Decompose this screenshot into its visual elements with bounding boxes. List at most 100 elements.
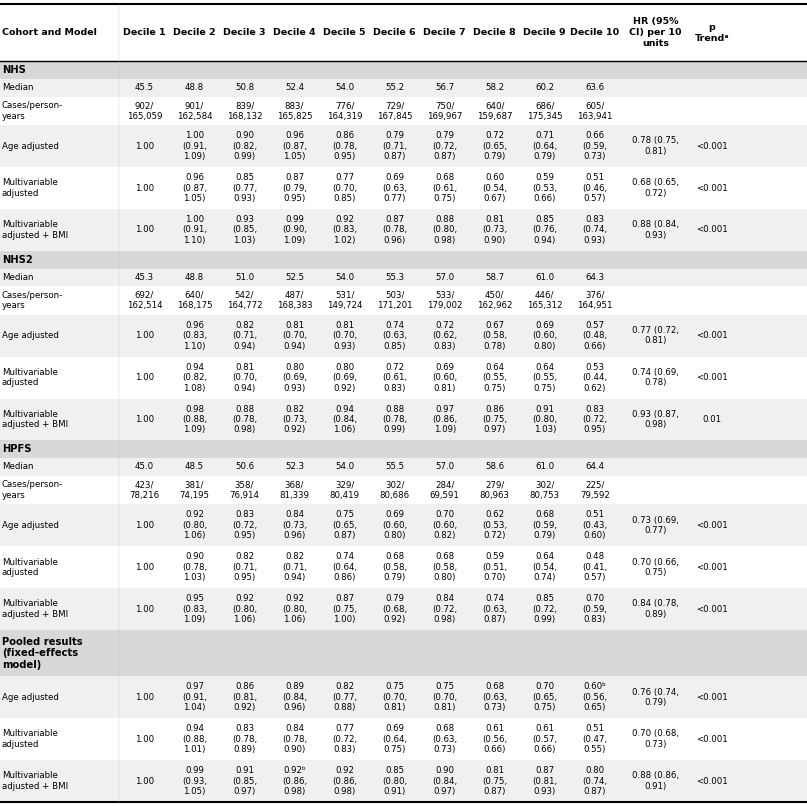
- Text: Decile 1: Decile 1: [123, 28, 165, 37]
- Text: 1.00
(0.91,
1.09): 1.00 (0.91, 1.09): [182, 131, 207, 161]
- Text: 58.6: 58.6: [485, 463, 504, 472]
- Text: 640/
159,687: 640/ 159,687: [477, 102, 512, 121]
- Text: 640/
168,175: 640/ 168,175: [177, 291, 212, 310]
- Text: 423/
78,216: 423/ 78,216: [129, 480, 160, 500]
- Text: 686/
175,345: 686/ 175,345: [527, 102, 562, 121]
- Text: 0.51
(0.46,
0.57): 0.51 (0.46, 0.57): [582, 173, 608, 203]
- Text: Multivariable
adjusted + BMI: Multivariable adjusted + BMI: [2, 220, 68, 239]
- Text: 0.79
(0.68,
0.92): 0.79 (0.68, 0.92): [382, 594, 408, 624]
- Text: 329/
80,419: 329/ 80,419: [329, 480, 360, 500]
- Text: 0.85
(0.76,
0.94): 0.85 (0.76, 0.94): [532, 215, 558, 245]
- Text: 883/
165,825: 883/ 165,825: [277, 102, 312, 121]
- Text: 0.82
(0.73,
0.92): 0.82 (0.73, 0.92): [282, 405, 307, 434]
- Text: 839/
168,132: 839/ 168,132: [227, 102, 262, 121]
- Text: 1.00: 1.00: [135, 563, 154, 571]
- Text: 0.75
(0.65,
0.87): 0.75 (0.65, 0.87): [332, 510, 358, 540]
- Text: 0.82
(0.71,
0.94): 0.82 (0.71, 0.94): [232, 321, 257, 351]
- Text: 0.80
(0.69,
0.93): 0.80 (0.69, 0.93): [282, 363, 307, 393]
- Text: 0.61
(0.56,
0.66): 0.61 (0.56, 0.66): [482, 725, 508, 754]
- Text: 0.90
(0.82,
0.99): 0.90 (0.82, 0.99): [232, 131, 257, 161]
- Text: 0.92
(0.86,
0.98): 0.92 (0.86, 0.98): [332, 767, 358, 796]
- Text: <0.001: <0.001: [696, 226, 728, 235]
- Text: 0.85
(0.77,
0.93): 0.85 (0.77, 0.93): [232, 173, 257, 203]
- Text: 0.93
(0.85,
1.03): 0.93 (0.85, 1.03): [232, 215, 257, 245]
- Text: 0.97
(0.86,
1.09): 0.97 (0.86, 1.09): [432, 405, 458, 434]
- Text: 901/
162,584: 901/ 162,584: [177, 102, 212, 121]
- Text: 0.92
(0.80,
1.06): 0.92 (0.80, 1.06): [182, 510, 207, 540]
- Text: 0.88
(0.80,
0.98): 0.88 (0.80, 0.98): [432, 215, 458, 245]
- Text: 0.96
(0.83,
1.10): 0.96 (0.83, 1.10): [182, 321, 207, 351]
- Text: 50.6: 50.6: [235, 463, 254, 472]
- Text: <0.001: <0.001: [696, 563, 728, 571]
- Text: 64.4: 64.4: [585, 463, 604, 472]
- Text: 531/
149,724: 531/ 149,724: [327, 291, 362, 310]
- Bar: [0, 357, 807, 399]
- Text: 302/
80,753: 302/ 80,753: [529, 480, 560, 500]
- Text: 0.99
(0.90,
1.09): 0.99 (0.90, 1.09): [282, 215, 307, 245]
- Text: 0.70 (0.66,
0.75): 0.70 (0.66, 0.75): [632, 558, 679, 577]
- Text: 0.70
(0.59,
0.83): 0.70 (0.59, 0.83): [583, 594, 607, 624]
- Text: 0.85
(0.80,
0.91): 0.85 (0.80, 0.91): [382, 767, 408, 796]
- Text: 0.99
(0.93,
1.05): 0.99 (0.93, 1.05): [182, 767, 207, 796]
- Text: 57.0: 57.0: [435, 463, 454, 472]
- Bar: [0, 268, 807, 286]
- Text: 58.2: 58.2: [485, 83, 504, 92]
- Text: 0.70
(0.60,
0.82): 0.70 (0.60, 0.82): [432, 510, 458, 540]
- Text: 0.59
(0.53,
0.66): 0.59 (0.53, 0.66): [532, 173, 558, 203]
- Text: 0.79
(0.72,
0.87): 0.79 (0.72, 0.87): [432, 131, 458, 161]
- Text: HPFS: HPFS: [2, 444, 31, 455]
- Text: 1.00: 1.00: [135, 735, 154, 744]
- Text: Decile 6: Decile 6: [374, 28, 416, 37]
- Text: Decile 4: Decile 4: [274, 28, 316, 37]
- Text: 0.94
(0.88,
1.01): 0.94 (0.88, 1.01): [182, 725, 207, 754]
- Text: 0.78 (0.75,
0.81): 0.78 (0.75, 0.81): [632, 136, 679, 156]
- Text: 0.92
(0.83,
1.02): 0.92 (0.83, 1.02): [332, 215, 358, 245]
- Text: 0.92ᵇ
(0.86,
0.98): 0.92ᵇ (0.86, 0.98): [282, 767, 307, 796]
- Text: 0.53
(0.44,
0.62): 0.53 (0.44, 0.62): [582, 363, 608, 393]
- Text: 0.81
(0.75,
0.87): 0.81 (0.75, 0.87): [482, 767, 508, 796]
- Text: 358/
76,914: 358/ 76,914: [229, 480, 260, 500]
- Text: 0.64
(0.55,
0.75): 0.64 (0.55, 0.75): [482, 363, 508, 393]
- Text: 0.83
(0.78,
0.89): 0.83 (0.78, 0.89): [232, 725, 257, 754]
- Text: 0.68
(0.63,
0.73): 0.68 (0.63, 0.73): [482, 683, 508, 713]
- Text: 52.5: 52.5: [285, 273, 304, 282]
- Bar: [0, 4, 807, 61]
- Text: <0.001: <0.001: [696, 331, 728, 340]
- Text: 376/
164,951: 376/ 164,951: [577, 291, 613, 310]
- Text: Decile 8: Decile 8: [474, 28, 516, 37]
- Text: 450/
162,962: 450/ 162,962: [477, 291, 512, 310]
- Text: 0.60
(0.54,
0.67): 0.60 (0.54, 0.67): [482, 173, 508, 203]
- Text: 0.83
(0.72,
0.95): 0.83 (0.72, 0.95): [582, 405, 608, 434]
- Text: 63.6: 63.6: [585, 83, 604, 92]
- Text: 0.84
(0.78,
0.90): 0.84 (0.78, 0.90): [282, 725, 307, 754]
- Text: 0.96
(0.87,
1.05): 0.96 (0.87, 1.05): [182, 173, 207, 203]
- Text: 446/
165,312: 446/ 165,312: [527, 291, 562, 310]
- Text: 750/
169,967: 750/ 169,967: [427, 102, 462, 121]
- Text: 0.74 (0.69,
0.78): 0.74 (0.69, 0.78): [632, 368, 679, 388]
- Bar: [0, 588, 807, 630]
- Text: 902/
165,059: 902/ 165,059: [127, 102, 162, 121]
- Text: 48.5: 48.5: [185, 463, 204, 472]
- Text: 1.00: 1.00: [135, 415, 154, 424]
- Text: 0.70
(0.65,
0.75): 0.70 (0.65, 0.75): [532, 683, 558, 713]
- Text: 0.76 (0.74,
0.79): 0.76 (0.74, 0.79): [632, 688, 679, 707]
- Text: 0.86
(0.75,
0.97): 0.86 (0.75, 0.97): [482, 405, 508, 434]
- Text: 284/
69,591: 284/ 69,591: [429, 480, 460, 500]
- Text: 0.91
(0.85,
0.97): 0.91 (0.85, 0.97): [232, 767, 257, 796]
- Text: 0.72
(0.62,
0.83): 0.72 (0.62, 0.83): [432, 321, 458, 351]
- Text: 0.87
(0.81,
0.93): 0.87 (0.81, 0.93): [532, 767, 558, 796]
- Text: Decile 7: Decile 7: [424, 28, 466, 37]
- Text: 61.0: 61.0: [535, 463, 554, 472]
- Text: 0.81
(0.73,
0.90): 0.81 (0.73, 0.90): [482, 215, 508, 245]
- Text: 61.0: 61.0: [535, 273, 554, 282]
- Text: 0.77
(0.72,
0.83): 0.77 (0.72, 0.83): [332, 725, 358, 754]
- Bar: [0, 399, 807, 440]
- Text: 52.3: 52.3: [285, 463, 304, 472]
- Text: 64.3: 64.3: [585, 273, 604, 282]
- Text: 0.87
(0.75,
1.00): 0.87 (0.75, 1.00): [332, 594, 358, 624]
- Bar: [0, 676, 807, 718]
- Text: 302/
80,686: 302/ 80,686: [379, 480, 410, 500]
- Text: 58.7: 58.7: [485, 273, 504, 282]
- Text: Decile 5: Decile 5: [324, 28, 366, 37]
- Text: 1.00: 1.00: [135, 331, 154, 340]
